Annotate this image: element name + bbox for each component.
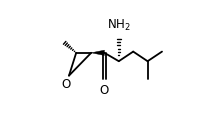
Text: O: O <box>61 78 71 90</box>
Text: NH$_2$: NH$_2$ <box>107 18 131 33</box>
Polygon shape <box>91 50 104 55</box>
Text: O: O <box>100 84 109 96</box>
